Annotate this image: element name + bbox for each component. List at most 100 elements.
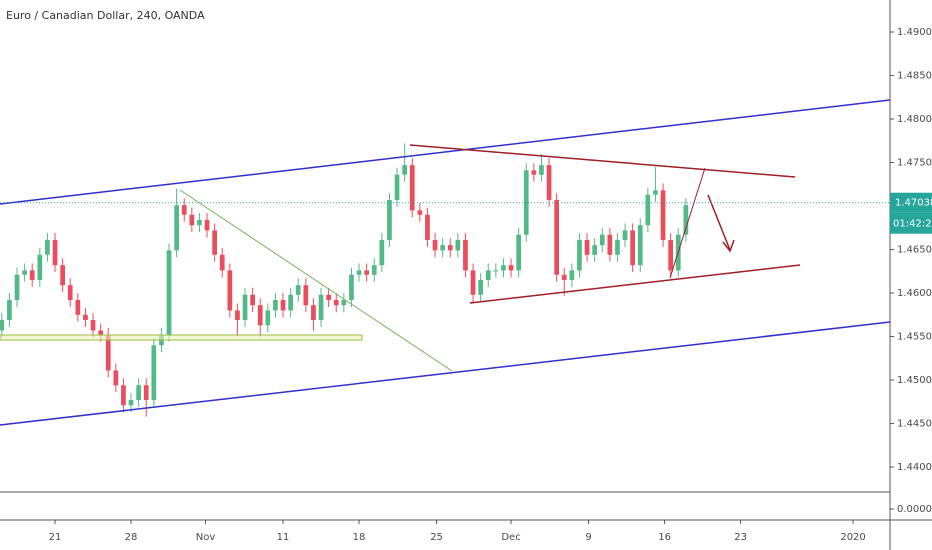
candle-body [561,274,567,280]
candle-body [98,330,103,335]
candle-body [470,270,476,295]
candle-body [143,385,149,401]
candle-body [516,234,522,271]
candle-body [622,230,628,240]
candle-body [136,385,141,401]
candle-body [265,310,271,326]
candle-body [577,239,582,271]
candle-body [683,205,689,235]
candle-body [60,265,65,286]
candle-body [212,230,217,255]
candle-body [485,270,491,280]
candle-body [288,294,293,311]
candle-body [37,254,43,280]
x-tick-label: 16 [658,532,671,543]
candle-body [105,334,111,371]
x-tick-label: Dec [501,532,520,543]
candle-body [181,205,187,215]
candle-body [402,165,407,175]
candle-body [645,194,651,226]
y-tick-label: 1.47500 [897,158,932,169]
candle-body [128,400,134,406]
channel-lower [0,321,891,426]
candle-body [447,245,453,251]
y-tick-label: 1.46500 [897,245,932,256]
candle-body [364,270,369,275]
candle-body [630,230,636,266]
candle-body [463,239,468,271]
candle-body [379,239,385,266]
candle-body [508,265,514,271]
y-tick-label: 1.44000 [897,462,932,473]
arrow-head [722,239,735,253]
last-price-box [890,192,932,213]
candle-body [349,274,354,300]
candle-body [204,219,210,231]
candle-body [493,270,499,272]
countdown-box [890,212,932,234]
x-tick-label: 2020 [840,532,865,543]
candle-body [432,239,438,251]
candle-body [607,234,613,255]
last-price-label: 1.47038 [895,198,932,209]
y-tick-label: 1.45000 [897,375,932,386]
candle-body [569,270,575,280]
candle-body [478,279,484,295]
x-tick-label: 18 [353,532,366,543]
candle-body [341,299,347,306]
candle-body [356,270,362,275]
candle-body [409,165,415,211]
y-tick-label: 1.46000 [897,288,932,299]
candle-body [250,294,255,306]
candle-body [273,299,278,311]
triangle-upper [409,144,796,178]
candle-body [584,239,590,255]
candle-body [45,239,50,255]
y-tick-label: 1.48500 [897,71,932,82]
y-tick-label: 1.45500 [897,332,932,343]
x-tick-label: Nov [196,532,216,543]
candle-body [67,285,73,300]
candle-body [52,239,58,266]
candle-body [531,170,537,175]
candle-body [174,205,179,251]
x-tick-label: 9 [585,532,591,543]
breakout-line [669,167,706,279]
candle-body [387,199,392,240]
x-tick-label: 28 [125,532,138,543]
candle-body [257,305,263,326]
candle-body [539,165,544,175]
candle-body [22,270,27,275]
candle-body [0,319,5,331]
candle-body [440,245,445,251]
y-tick-label: 1.48000 [897,114,932,125]
candle-body [113,370,119,386]
triangle-lower [469,264,801,304]
candle-body [280,299,286,311]
y-tick-label: 1.44500 [897,419,932,430]
arrow-shaft [707,194,731,251]
candle-body [546,165,552,200]
x-tick-label: 25 [430,532,443,543]
candle-body [189,214,195,226]
candle-body [29,270,35,280]
chart-title: Euro / Canadian Dollar, 240, OANDA [6,9,205,22]
candle-body [326,294,331,300]
candle-body [7,299,12,320]
candle-body [333,299,339,306]
candle-body [599,234,605,246]
candle-body [394,174,400,200]
candle-body [592,245,598,255]
candle-body [653,190,658,195]
candle-body [371,265,377,275]
candle-body [637,225,643,266]
candle-body [75,299,81,315]
candle-body [166,250,172,335]
x-tick-label: 11 [277,532,290,543]
candle-body [425,214,430,240]
candle-body [554,199,560,275]
candle-body [121,385,126,406]
candle-body [523,170,529,235]
candle-body [197,219,202,226]
